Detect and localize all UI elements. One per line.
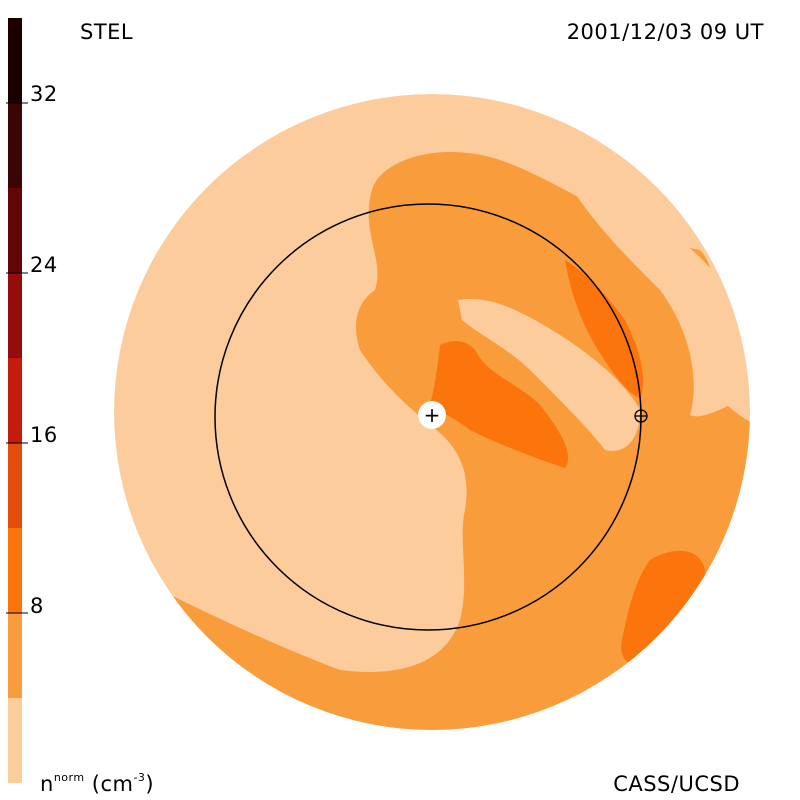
- unit-superscript: norm: [53, 771, 85, 784]
- earth-marker-icon: [634, 409, 648, 423]
- density-region-level-1-tongue: [458, 299, 640, 451]
- density-region-level-1-inlet: [380, 500, 462, 547]
- colorbar-unit-label: nnorm (cm-3): [40, 771, 155, 796]
- credit-label: CASS/UCSD: [613, 772, 740, 796]
- sun-marker-symbol: +: [424, 403, 441, 427]
- unit-close: ): [145, 772, 155, 796]
- density-region-level-1-edge: [560, 170, 742, 417]
- colorbar-band: [8, 273, 22, 358]
- density-region-level-3-streak: [565, 260, 644, 398]
- colorbar-tick-label: 24: [30, 253, 58, 277]
- density-disc: [114, 94, 750, 730]
- colorbar-tick-label: 16: [30, 423, 58, 447]
- colorbar-tick-label: 32: [30, 82, 58, 106]
- colorbar-band: [8, 18, 22, 103]
- colorbar-band: [8, 358, 22, 443]
- site-label: STEL: [80, 20, 134, 44]
- unit-symbol: n: [40, 772, 54, 796]
- colorbar-band: [8, 103, 22, 188]
- colorbar-band: [8, 443, 22, 528]
- colorbar-band: [8, 698, 22, 783]
- unit-exponent: -3: [133, 771, 146, 784]
- timestamp-label: 2001/12/03 09 UT: [566, 20, 764, 44]
- colorbar-band: [8, 188, 22, 273]
- colorbar-tick-label: 8: [30, 594, 44, 618]
- colorbar: [6, 18, 28, 783]
- unit-suffix: (cm: [91, 772, 134, 796]
- density-region-level-3-central: [430, 341, 569, 468]
- density-region-level-3-lower: [621, 550, 705, 664]
- colorbar-band: [8, 613, 22, 698]
- colorbar-band: [8, 528, 22, 613]
- sun-marker-disc: [418, 401, 446, 429]
